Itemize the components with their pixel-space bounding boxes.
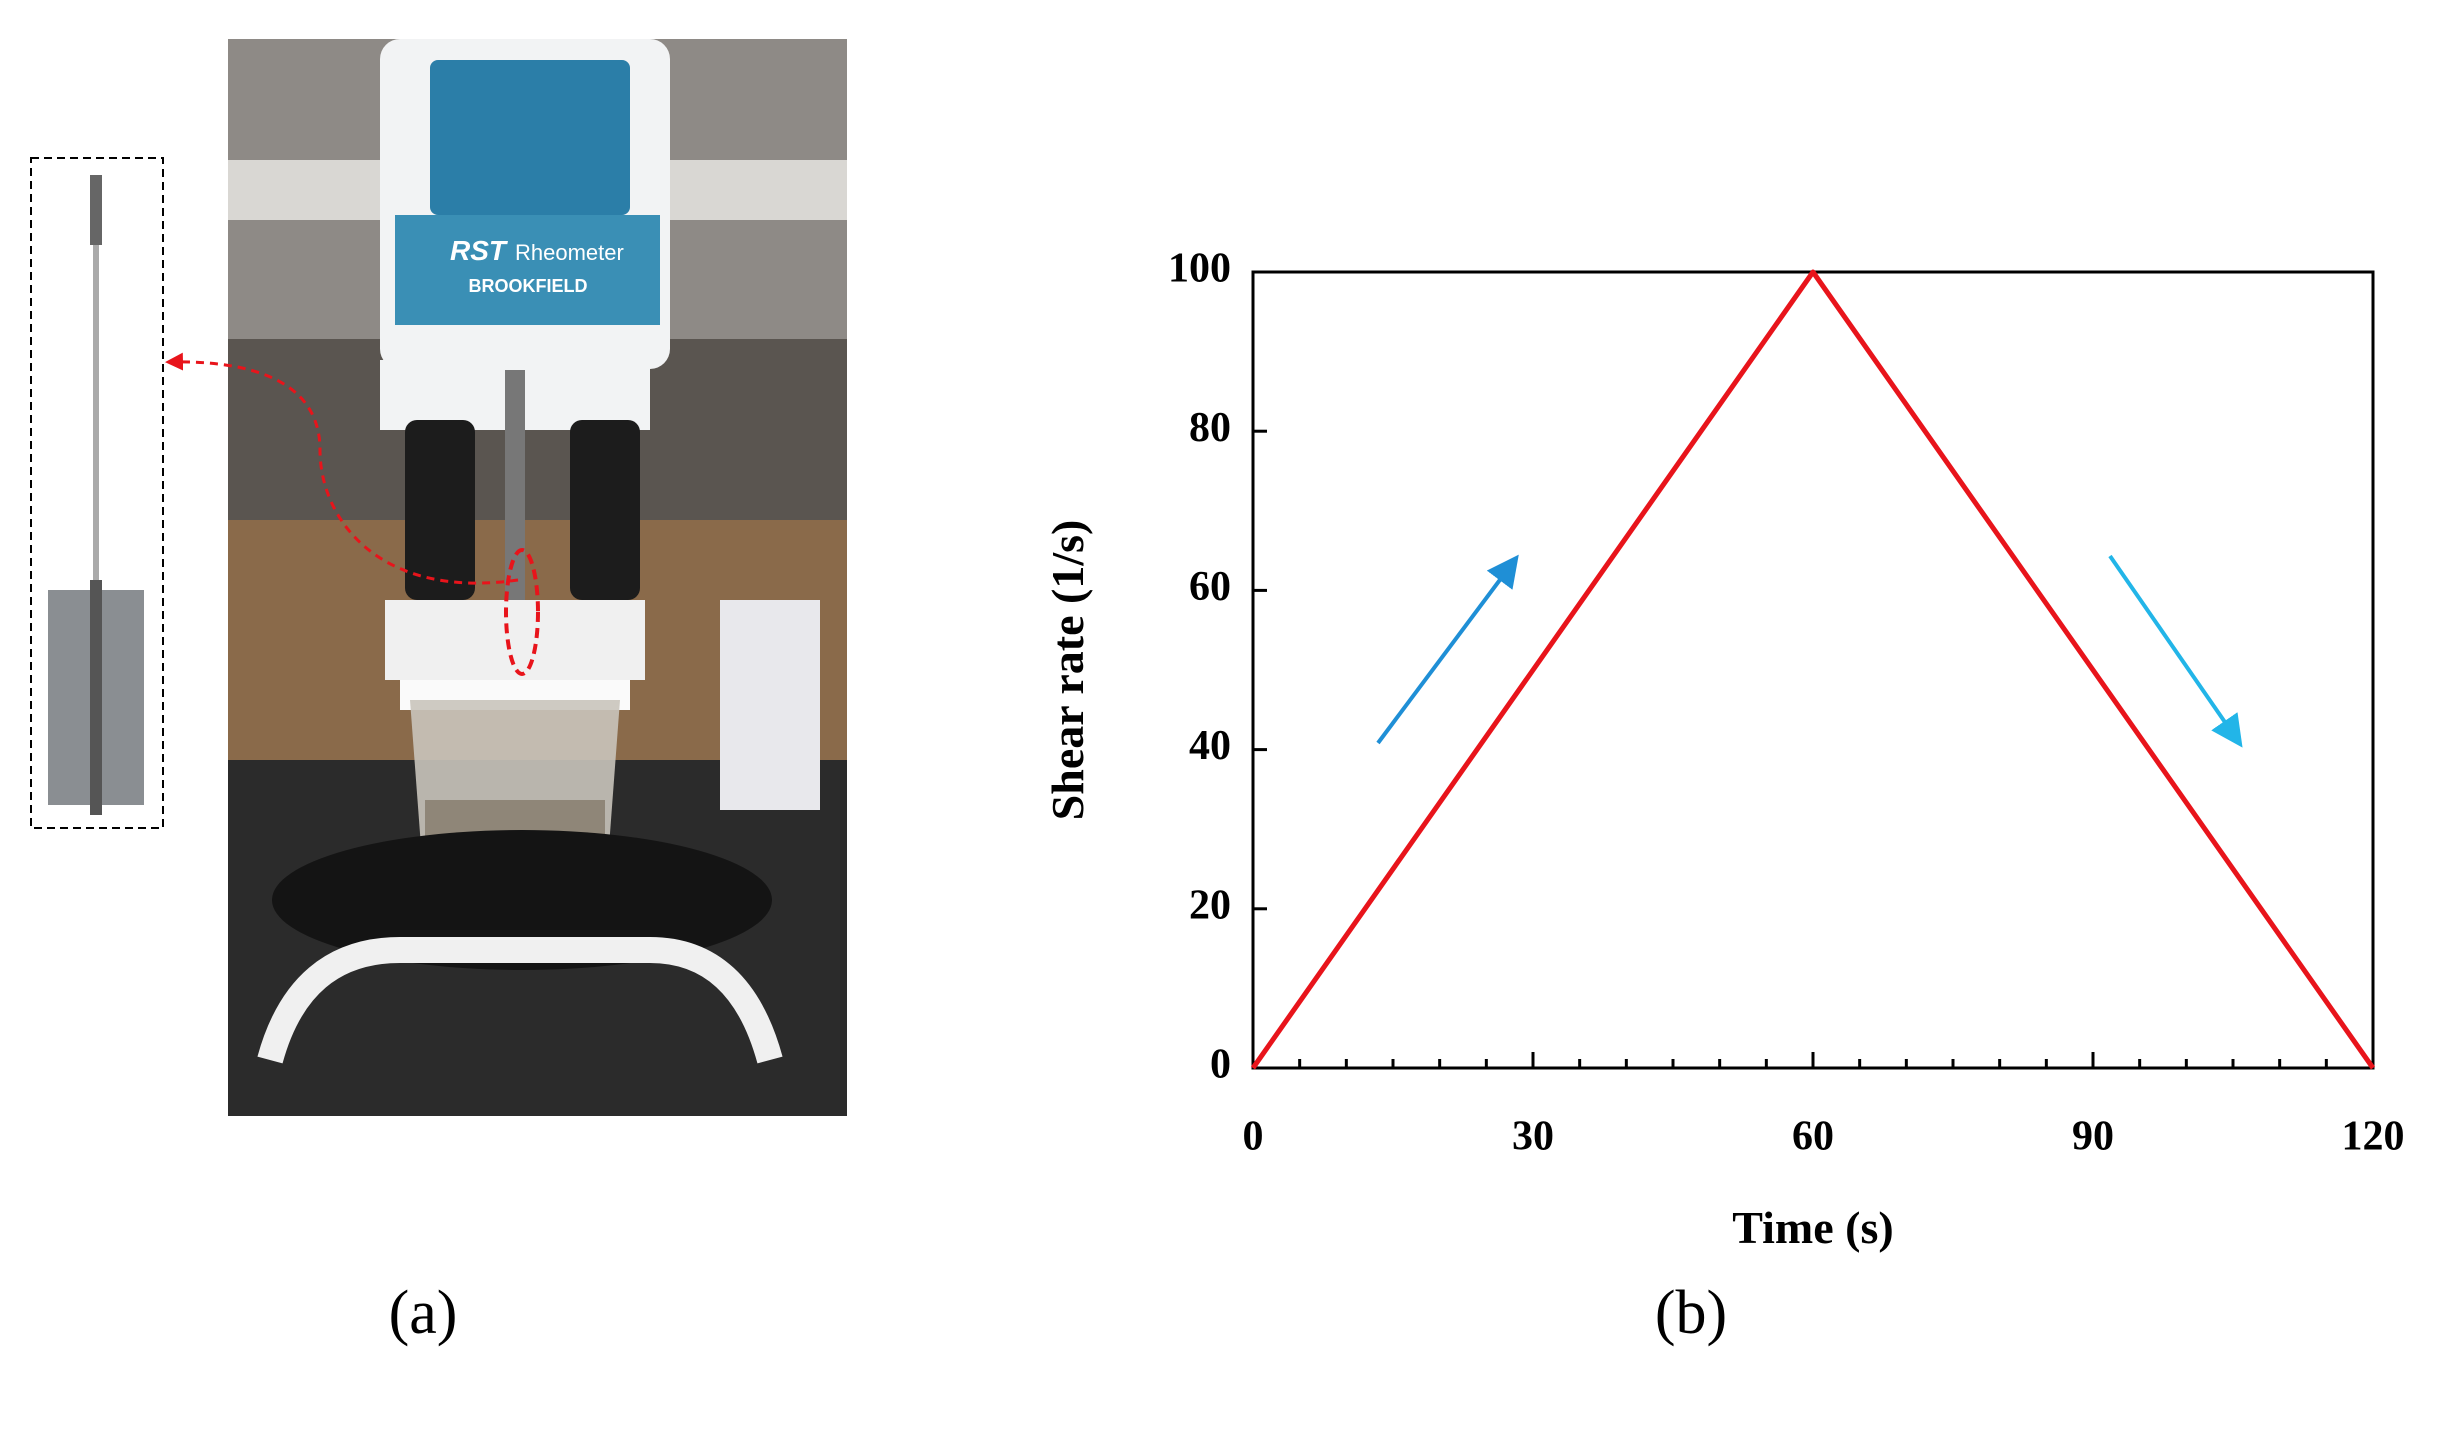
photo-brand: BROOKFIELD	[469, 276, 588, 296]
x-tick-label: 90	[2072, 1114, 2114, 1160]
x-tick-label: 0	[1243, 1114, 1264, 1160]
probe-inset	[30, 157, 164, 829]
x-tick-label: 30	[1512, 1114, 1554, 1160]
y-tick-label: 80	[1189, 405, 1231, 451]
panel-label: (b)	[1655, 1279, 1727, 1347]
data-line	[1250, 269, 2376, 1070]
y-axis-title: Shear rate (1/s)	[1042, 520, 1093, 821]
y-tick-label: 20	[1189, 882, 1231, 928]
y-tick-label: 60	[1189, 564, 1231, 610]
y-tick-label: 40	[1189, 723, 1231, 769]
panel-label: (a)	[389, 1279, 458, 1347]
annotation-arrow	[2108, 554, 2243, 748]
photo-model: RST	[450, 235, 509, 266]
plot-frame	[1251, 270, 2375, 1070]
x-tick-label: 60	[1792, 1114, 1834, 1160]
photo: RST Rheometer BROOKFIELD	[165, 39, 847, 1116]
photo-name: Rheometer	[515, 240, 624, 265]
annotation-arrow	[1376, 554, 1519, 745]
x-tick-label: 120	[2342, 1114, 2405, 1160]
y-tick-label: 100	[1168, 246, 1231, 292]
y-tick-label: 0	[1210, 1042, 1231, 1088]
x-axis-title: Time (s)	[1732, 1202, 1893, 1253]
